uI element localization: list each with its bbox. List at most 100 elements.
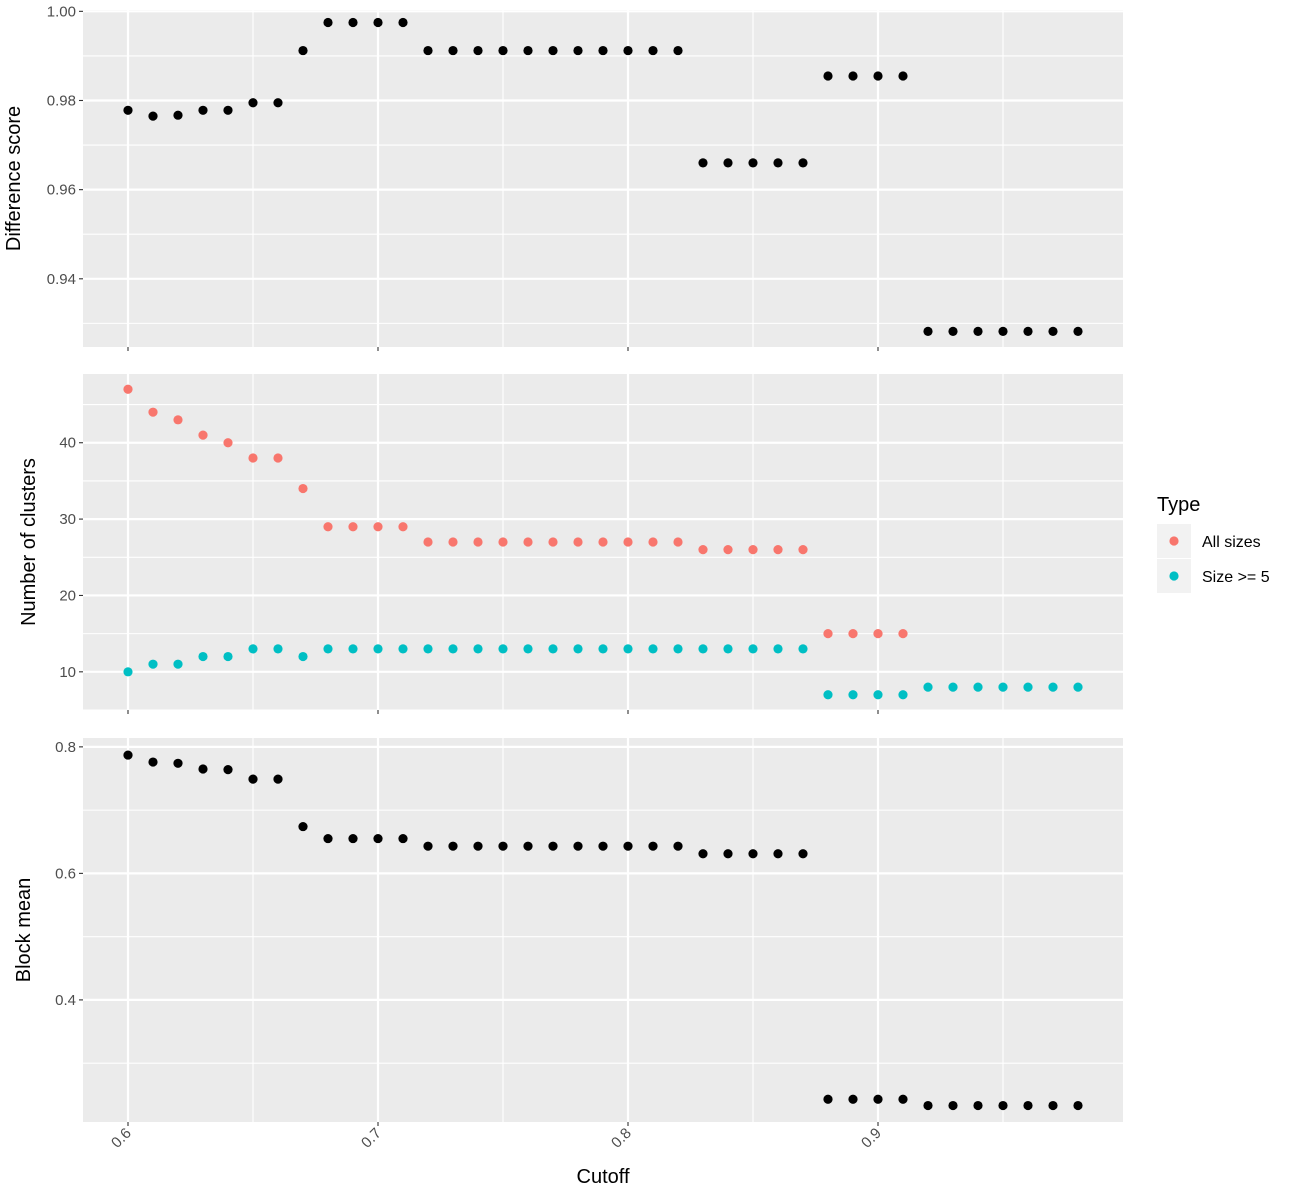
data-point bbox=[398, 522, 408, 532]
data-point bbox=[523, 841, 533, 851]
data-point bbox=[798, 849, 808, 859]
data-point bbox=[298, 45, 308, 56]
data-point bbox=[223, 765, 233, 775]
data-point bbox=[223, 651, 233, 662]
data-point bbox=[648, 644, 658, 654]
data-point bbox=[173, 758, 183, 768]
data-point bbox=[248, 644, 258, 654]
data-point bbox=[673, 45, 683, 56]
x-tick-label: 0.8 bbox=[608, 1125, 635, 1152]
data-point bbox=[898, 690, 908, 700]
data-point bbox=[873, 1094, 883, 1104]
series-points bbox=[123, 750, 1083, 1111]
data-point bbox=[448, 644, 458, 654]
data-point bbox=[848, 629, 858, 639]
data-point bbox=[923, 326, 933, 336]
data-point bbox=[498, 537, 508, 547]
y-tick-label: 0.8 bbox=[55, 739, 76, 756]
panel-background bbox=[83, 738, 1123, 1122]
data-point bbox=[323, 833, 333, 844]
data-point bbox=[448, 537, 458, 547]
data-point bbox=[998, 682, 1008, 692]
data-point bbox=[948, 326, 958, 336]
data-point bbox=[173, 415, 183, 425]
data-point bbox=[1048, 1100, 1058, 1111]
data-point bbox=[373, 833, 383, 844]
data-point bbox=[323, 522, 333, 532]
legend-title: Type bbox=[1157, 494, 1200, 516]
data-point bbox=[473, 644, 483, 654]
data-point bbox=[323, 17, 333, 28]
data-point bbox=[523, 537, 533, 547]
data-point bbox=[848, 690, 858, 700]
y-axis-title: Difference score bbox=[3, 106, 25, 251]
data-point bbox=[723, 158, 733, 168]
data-point bbox=[648, 537, 658, 547]
data-point bbox=[148, 407, 158, 417]
data-point bbox=[348, 17, 358, 28]
data-point bbox=[973, 682, 983, 692]
data-point bbox=[523, 644, 533, 654]
data-point bbox=[123, 667, 133, 677]
y-axis-title: Block mean bbox=[13, 878, 35, 983]
x-tick-label: 0.6 bbox=[108, 1125, 135, 1152]
data-point bbox=[748, 158, 758, 168]
legend-key-all-sizes bbox=[1169, 536, 1179, 546]
data-point bbox=[698, 849, 708, 859]
data-point bbox=[748, 644, 758, 654]
data-point bbox=[348, 644, 358, 654]
data-point bbox=[848, 1094, 858, 1104]
data-point bbox=[198, 105, 208, 115]
data-point bbox=[698, 644, 708, 654]
y-tick-label: 0.98 bbox=[47, 92, 76, 109]
data-point bbox=[273, 98, 283, 108]
data-point bbox=[373, 644, 383, 654]
data-point bbox=[198, 651, 208, 662]
data-point bbox=[623, 644, 633, 654]
data-point bbox=[1048, 326, 1058, 336]
data-point bbox=[348, 833, 358, 844]
data-point bbox=[448, 45, 458, 56]
data-point bbox=[1023, 682, 1033, 692]
data-point bbox=[123, 105, 133, 115]
data-point bbox=[773, 158, 783, 168]
data-point bbox=[698, 545, 708, 555]
data-point bbox=[223, 438, 233, 448]
y-tick-label: 0.96 bbox=[47, 182, 76, 199]
legend-key-size-ge-5 bbox=[1169, 571, 1179, 581]
data-point bbox=[798, 545, 808, 555]
data-point bbox=[198, 430, 208, 440]
data-point bbox=[598, 841, 608, 851]
data-point bbox=[273, 644, 283, 654]
data-point bbox=[873, 690, 883, 700]
data-point bbox=[598, 644, 608, 654]
data-point bbox=[498, 841, 508, 851]
data-point bbox=[898, 71, 908, 81]
data-point bbox=[823, 690, 833, 700]
data-point bbox=[148, 111, 158, 121]
data-point bbox=[1073, 1100, 1083, 1111]
data-point bbox=[798, 158, 808, 168]
y-tick-label: 0.94 bbox=[47, 271, 76, 288]
data-point bbox=[1073, 326, 1083, 336]
data-point bbox=[873, 71, 883, 81]
data-point bbox=[673, 841, 683, 851]
y-tick-label: 0.4 bbox=[55, 992, 76, 1009]
data-point bbox=[648, 45, 658, 56]
data-point bbox=[423, 841, 433, 851]
data-point bbox=[673, 644, 683, 654]
data-point bbox=[623, 537, 633, 547]
data-point bbox=[373, 17, 383, 28]
data-point bbox=[573, 537, 583, 547]
data-point bbox=[998, 1100, 1008, 1111]
data-point bbox=[423, 45, 433, 56]
data-point bbox=[948, 682, 958, 692]
data-point bbox=[398, 644, 408, 654]
x-tick-label: 0.7 bbox=[358, 1125, 385, 1152]
data-point bbox=[473, 537, 483, 547]
data-point bbox=[573, 45, 583, 56]
series-points bbox=[123, 644, 1083, 700]
y-tick-label: 1.00 bbox=[47, 3, 76, 20]
data-point bbox=[498, 644, 508, 654]
data-point bbox=[373, 522, 383, 532]
